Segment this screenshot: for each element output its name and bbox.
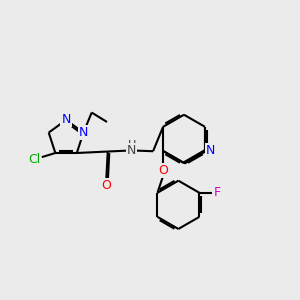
Text: N: N bbox=[79, 126, 88, 139]
Text: N: N bbox=[206, 144, 215, 158]
Text: Cl: Cl bbox=[28, 153, 40, 166]
Text: N: N bbox=[127, 144, 136, 157]
Text: O: O bbox=[101, 179, 111, 192]
Text: O: O bbox=[158, 164, 168, 177]
Text: F: F bbox=[214, 186, 221, 199]
Text: N: N bbox=[61, 113, 71, 127]
Text: H: H bbox=[128, 140, 136, 150]
